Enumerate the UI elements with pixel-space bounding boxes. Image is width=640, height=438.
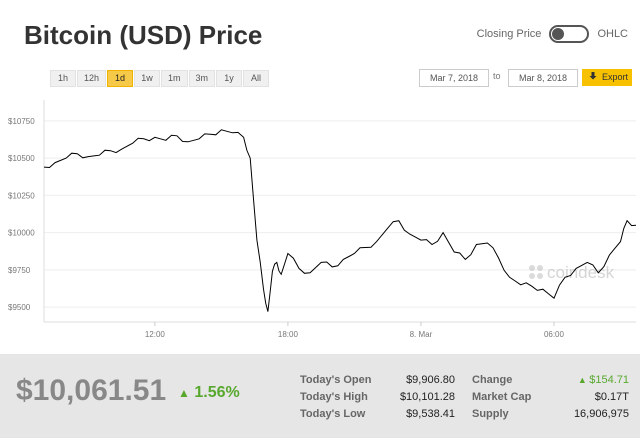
stat-value: $0.17T bbox=[594, 391, 629, 403]
range-button-1w[interactable]: 1w bbox=[134, 70, 161, 87]
change-percent: ▲ 1.56% bbox=[178, 384, 240, 401]
stat-value: $10,101.28 bbox=[399, 391, 455, 403]
stat-label: Today's High bbox=[300, 391, 368, 403]
export-label: Export bbox=[602, 72, 629, 82]
chart-mode-toggle[interactable] bbox=[549, 25, 590, 43]
stat-label: Supply bbox=[472, 408, 509, 420]
y-tick-label: $10500 bbox=[8, 154, 35, 163]
toggle-knob bbox=[552, 28, 565, 40]
x-tick-label: 18:00 bbox=[278, 330, 299, 339]
start-date-input[interactable]: Mar 7, 2018 bbox=[419, 69, 489, 87]
stat-label: Today's Low bbox=[300, 408, 366, 420]
page-title: Bitcoin (USD) Price bbox=[24, 20, 263, 50]
x-tick-label: 8. Mar bbox=[410, 330, 433, 339]
chart-grid bbox=[43, 100, 636, 323]
end-date-input[interactable]: Mar 8, 2018 bbox=[508, 69, 578, 87]
y-axis-ticks: $10750 $10500 $10250 $10000 $9750 $9500 bbox=[8, 117, 35, 312]
range-button-all[interactable]: All bbox=[243, 70, 270, 87]
stat-value: $9,538.41 bbox=[406, 408, 455, 420]
x-axis-ticks: 12:00 18:00 8. Mar 06:00 bbox=[145, 322, 565, 339]
y-tick-label: $10750 bbox=[8, 117, 35, 126]
stat-label: Change bbox=[472, 374, 513, 386]
range-button-1d[interactable]: 1d bbox=[107, 70, 134, 87]
summary-panel: $10,061.51 ▲ 1.56% Today's Open $9,906.80… bbox=[0, 354, 640, 438]
range-button-3m[interactable]: 3m bbox=[188, 70, 216, 87]
price-series-line bbox=[43, 129, 637, 312]
export-button[interactable]: Export bbox=[582, 69, 632, 86]
stats-left: Today's Open $9,906.80 Today's High $10,10… bbox=[300, 372, 455, 423]
coindesk-watermark: coindesk bbox=[529, 263, 615, 282]
x-tick-label: 12:00 bbox=[145, 330, 166, 339]
stat-value: 16,906,975 bbox=[573, 408, 629, 420]
range-selector: 1h 12h 1d 1w 1m 3m 1y All bbox=[50, 70, 270, 87]
range-button-1h[interactable]: 1h bbox=[50, 70, 76, 87]
chart-mode-toggle-group: Closing Price OHLC bbox=[477, 25, 628, 43]
stat-label: Market Cap bbox=[472, 391, 532, 403]
y-tick-label: $9500 bbox=[8, 303, 31, 312]
current-price: $10,061.51 bbox=[16, 374, 167, 407]
up-arrow-icon: ▲ bbox=[577, 375, 590, 385]
x-tick-label: 06:00 bbox=[544, 330, 565, 339]
watermark-text: coindesk bbox=[547, 263, 615, 282]
price-chart[interactable]: $10750 $10500 $10250 $10000 $9750 $9500 12:00… bbox=[0, 100, 640, 340]
up-arrow-icon: ▲ bbox=[178, 386, 190, 400]
range-button-1y[interactable]: 1y bbox=[216, 70, 243, 87]
closing-price-label: Closing Price bbox=[476, 28, 542, 40]
stat-label: Today's Open bbox=[300, 374, 372, 386]
range-button-12h[interactable]: 12h bbox=[77, 70, 107, 87]
y-tick-label: $10250 bbox=[8, 191, 35, 200]
range-button-1m[interactable]: 1m bbox=[161, 70, 188, 87]
date-to-label: to bbox=[493, 71, 501, 81]
watermark-dot-icon bbox=[529, 265, 535, 271]
ohlc-label: OHLC bbox=[597, 28, 628, 40]
y-tick-label: $9750 bbox=[8, 266, 31, 275]
stats-right: Change ▲ $154.71 Market Cap $0.17T Supply 1… bbox=[472, 372, 629, 423]
download-arrow-icon bbox=[589, 72, 597, 80]
stat-value: ▲ $154.71 bbox=[577, 374, 629, 386]
y-tick-label: $10000 bbox=[8, 229, 35, 238]
stat-value: $9,906.80 bbox=[406, 374, 455, 386]
